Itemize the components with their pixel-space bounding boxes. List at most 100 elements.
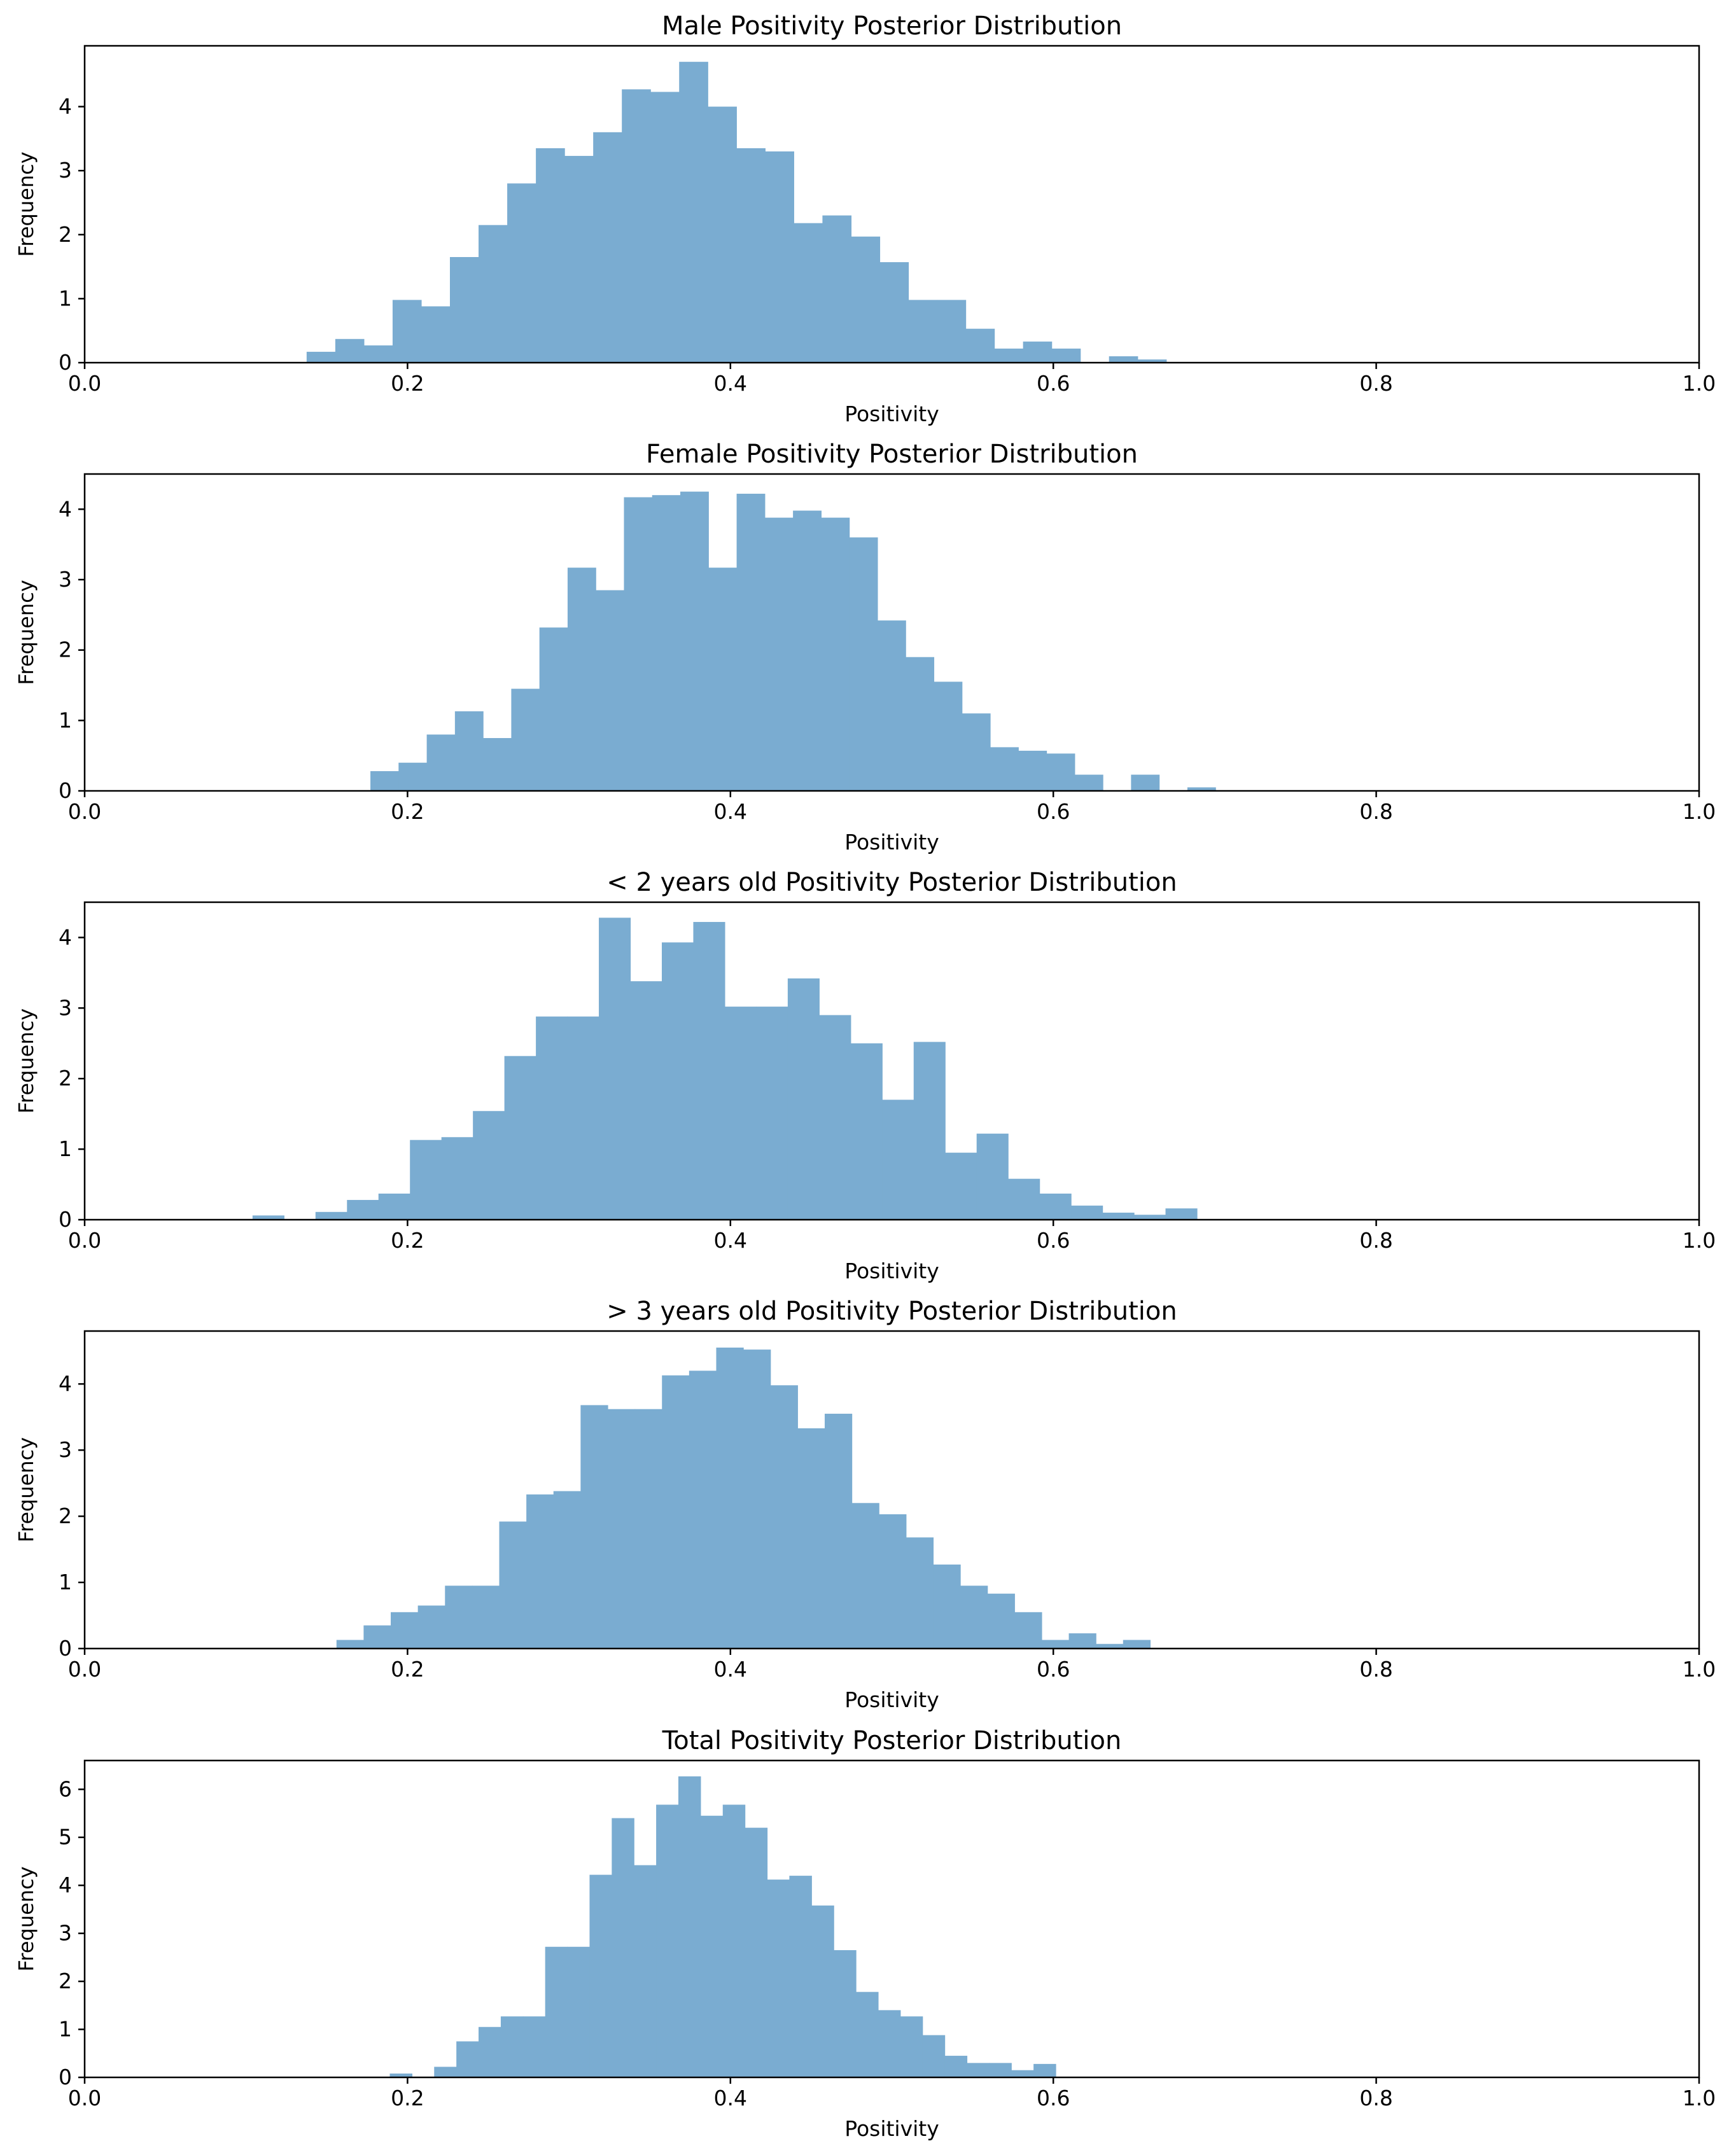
histogram-bar (567, 1016, 599, 1220)
histogram-bar (634, 1409, 662, 1649)
histogram-bar (593, 132, 622, 363)
y-axis-label: Frequency (14, 1437, 38, 1542)
plot-frame (83, 45, 1700, 364)
x-tick-label: 0.4 (714, 371, 747, 396)
histogram-bar (736, 493, 766, 791)
histogram-bar (1096, 1643, 1124, 1649)
histogram-bar (336, 1640, 364, 1649)
plot-frame (83, 1330, 1700, 1650)
plot-frame (83, 901, 1700, 1221)
chart-panel-4: 0.0 0.2 0.4 0.6 0.8 1.0 0 1 2 3 4 > 3 years old Pos… (14, 1297, 1716, 1712)
histogram-bar (834, 1950, 857, 2077)
histogram-bar (797, 1428, 825, 1649)
histogram-bar (1051, 348, 1081, 363)
y-tick-label: 2 (59, 222, 72, 247)
plot-frame (83, 1759, 1700, 2079)
histogram-bar (378, 1193, 410, 1220)
x-tick-label: 0.2 (391, 371, 424, 396)
histogram-bar (661, 942, 694, 1220)
histogram-bar (693, 922, 725, 1220)
x-tick-label: 0.6 (1037, 799, 1070, 824)
histogram-bar (851, 236, 881, 363)
histogram-bar (764, 517, 794, 791)
histogram-bar (745, 1827, 768, 2077)
histogram-bar (479, 2026, 501, 2077)
y-axis-label: Frequency (14, 1008, 38, 1113)
histogram-bar (794, 223, 823, 363)
histogram-bar (1134, 1215, 1166, 1220)
histogram-bar (906, 657, 935, 791)
histogram-bar (441, 1137, 473, 1220)
histogram-bar (819, 1015, 851, 1220)
histogram-bar (994, 348, 1024, 363)
x-tick-label: 0.8 (1359, 2086, 1392, 2110)
chart-title: Female Positivity Posterior Distribution (646, 440, 1138, 469)
histogram-bar (934, 681, 963, 791)
histogram-bar (596, 590, 625, 791)
y-tick-label: 1 (59, 286, 72, 310)
y-tick-label: 2 (59, 1969, 72, 1993)
histogram-bar (607, 1409, 636, 1649)
x-tick-label: 0.8 (1359, 1657, 1392, 1682)
histogram-bar (511, 688, 540, 791)
histogram-bar (389, 2073, 412, 2077)
x-tick-label: 0.4 (714, 1228, 747, 1253)
histogram-bar (449, 257, 479, 363)
histogram-bar (922, 2035, 946, 2077)
histogram-bar (410, 1140, 442, 1220)
y-tick-label: 1 (59, 708, 72, 732)
histogram-bar (770, 1385, 798, 1649)
histogram-bar (589, 1874, 612, 2077)
y-tick-label: 4 (59, 924, 72, 949)
histogram-bar (545, 1946, 568, 2077)
histogram-bar (724, 1007, 757, 1220)
x-tick-label: 0.8 (1359, 1228, 1392, 1253)
histogram-bar (990, 747, 1019, 791)
y-tick-label: 1 (59, 2017, 72, 2042)
x-tick-label: 0.0 (68, 1228, 101, 1253)
y-tick-label: 4 (59, 1873, 72, 1897)
histogram-bar (1018, 750, 1047, 791)
y-tick-label: 4 (59, 1371, 72, 1396)
x-tick-label: 1.0 (1683, 2086, 1716, 2110)
chart-panel-5: 0.0 0.2 0.4 0.6 0.8 1.0 0 1 2 3 4 5 6 Total Positivit… (14, 1726, 1716, 2141)
y-tick-label: 4 (59, 496, 72, 521)
y-tick-label: 3 (59, 1921, 72, 1946)
histogram-bar (662, 1375, 690, 1649)
y-tick-label: 5 (59, 1825, 72, 1850)
x-tick-label: 0.4 (714, 2086, 747, 2110)
x-tick-label: 0.0 (68, 1657, 101, 1682)
histogram-bar (536, 148, 565, 363)
histogram-bar (722, 1804, 746, 2077)
y-tick-label: 3 (59, 158, 72, 183)
histogram-bar (363, 1625, 391, 1649)
histogram-bar (908, 300, 938, 363)
x-tick-label: 1.0 (1683, 799, 1716, 824)
histogram-bar (630, 981, 662, 1220)
histogram-bar (1071, 1205, 1103, 1220)
x-tick-label: 0.6 (1037, 1228, 1070, 1253)
histogram-bar (567, 1946, 591, 2077)
histogram-bar (756, 1007, 788, 1220)
histogram-bar (967, 2063, 990, 2077)
histogram-bar (500, 2016, 524, 2077)
histogram-bar (679, 62, 708, 363)
x-tick-label: 0.4 (714, 1657, 747, 1682)
histogram-bar (879, 262, 909, 363)
histogram-bar (960, 1586, 988, 1649)
x-tick-label: 1.0 (1683, 371, 1716, 396)
y-tick-label: 6 (59, 1776, 72, 1801)
histogram-bar (700, 1815, 724, 2077)
histogram-bar (392, 300, 422, 363)
histogram-bar (483, 738, 512, 791)
x-axis-label: Positivity (844, 830, 939, 854)
x-axis-label: Positivity (844, 2116, 939, 2141)
histogram-bar (976, 1133, 1009, 1220)
histogram-bar (567, 568, 596, 791)
histogram-bar (1008, 1178, 1040, 1220)
y-axis-label: Frequency (14, 580, 38, 685)
histogram-bar (454, 711, 484, 791)
histogram-bar (767, 1880, 790, 2077)
x-tick-label: 0.0 (68, 371, 101, 396)
